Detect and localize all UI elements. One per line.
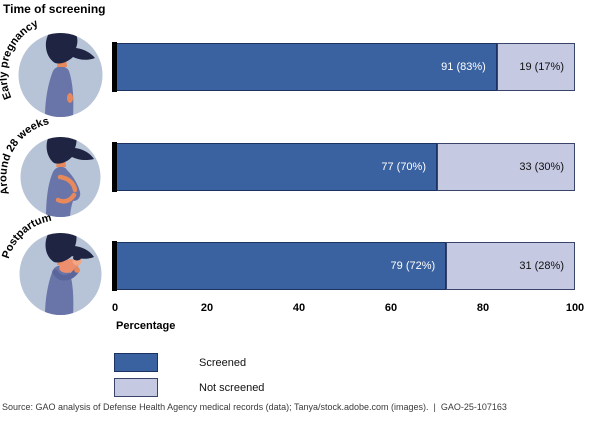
pregnant-woman-figure-icon [46, 137, 94, 217]
circle-background [20, 137, 101, 217]
not-screened-segment: 31 (28%) [446, 242, 575, 290]
mother-with-baby-figure-icon [45, 233, 94, 315]
bar-value-label: 91 (83%) [441, 61, 486, 73]
bar-value-label: 33 (30%) [519, 161, 564, 173]
bar-around-28-weeks: 77 (70%) 33 (30%) [112, 142, 575, 192]
postpartum-illustration: Postpartum [0, 212, 102, 315]
circle-background [18, 33, 103, 117]
legend-item-screened: Screened [114, 353, 264, 372]
axis-baseline-marker [112, 42, 117, 92]
bar-early-pregnancy: 91 (83%) 19 (17%) [112, 42, 575, 92]
x-axis-title: Percentage [116, 320, 176, 332]
chart-title: Time of screening [3, 2, 106, 16]
circle-background [19, 233, 102, 315]
early-pregnancy-illustration: Early pregnancy [0, 17, 103, 117]
legend: Screened Not screened [114, 353, 264, 403]
not-screened-segment: 33 (30%) [437, 143, 575, 191]
bar-value-label: 31 (28%) [519, 260, 564, 272]
screened-segment: 91 (83%) [115, 43, 497, 91]
axis-baseline-marker [112, 241, 117, 291]
x-tick-label: 100 [565, 302, 585, 314]
not-screened-segment: 19 (17%) [496, 43, 575, 91]
x-tick-label: 0 [111, 302, 119, 314]
category-label-around-28-weeks: Around 28 weeks [0, 115, 50, 196]
category-label-postpartum: Postpartum [0, 212, 53, 260]
woman-figure-icon [45, 33, 95, 117]
x-tick-label: 40 [292, 302, 306, 314]
around-28-weeks-illustration: Around 28 weeks [0, 115, 101, 217]
category-label-early-pregnancy: Early pregnancy [0, 17, 41, 101]
baby-bundle-icon [59, 259, 79, 273]
x-tick-label: 60 [384, 302, 398, 314]
x-axis: 0 20 40 60 80 100 [111, 302, 584, 316]
legend-label-not-screened: Not screened [199, 381, 265, 394]
screened-swatch [114, 353, 158, 372]
screened-segment: 77 (70%) [115, 143, 437, 191]
screened-segment: 79 (72%) [115, 242, 447, 290]
bar-postpartum: 79 (72%) 31 (28%) [112, 241, 575, 291]
x-tick-label: 20 [200, 302, 214, 314]
axis-baseline-marker [112, 142, 117, 192]
source-note: Source: GAO analysis of Defense Health A… [2, 402, 507, 412]
not-screened-swatch [114, 378, 158, 397]
bar-value-label: 79 (72%) [390, 260, 436, 272]
bar-value-label: 77 (70%) [381, 161, 426, 173]
x-tick-label: 80 [476, 302, 490, 314]
legend-item-not-screened: Not screened [114, 378, 264, 397]
bar-value-label: 19 (17%) [519, 61, 564, 73]
legend-label-screened: Screened [199, 356, 247, 369]
